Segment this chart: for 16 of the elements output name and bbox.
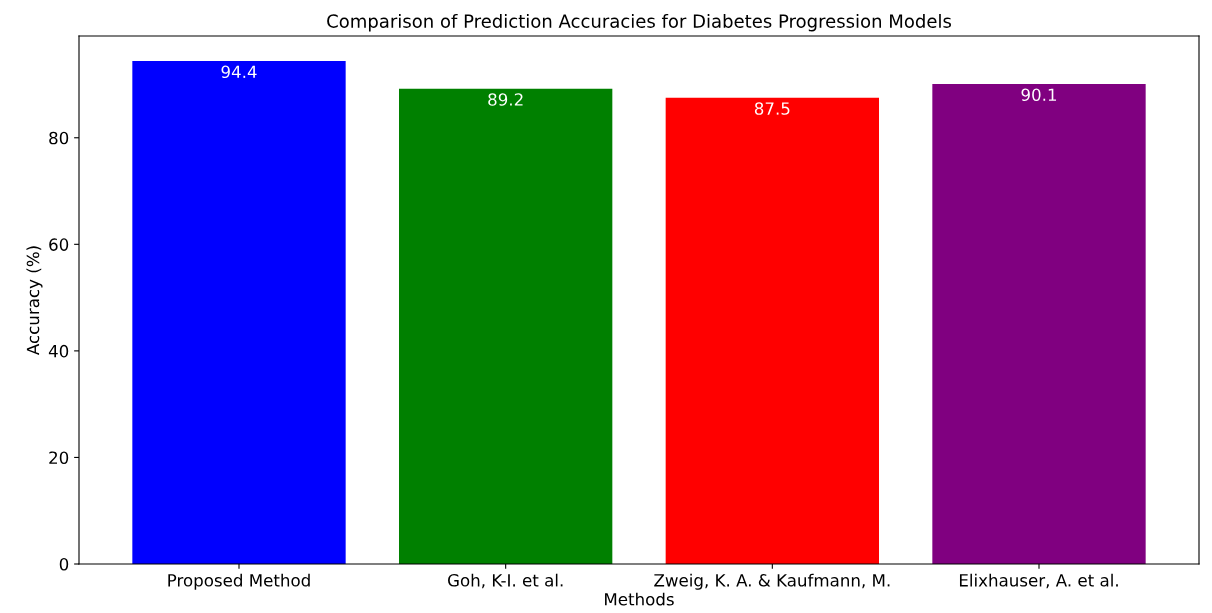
- y-axis-title: Accuracy (%): [26, 246, 43, 355]
- x-axis-title: Methods: [605, 592, 674, 606]
- data-label: 90.1: [1021, 88, 1057, 102]
- chart-title: Comparison of Prediction Accuracies for Diabetes Progression Models: [327, 13, 952, 32]
- data-label: 94.4: [221, 65, 257, 79]
- data-label: 87.5: [754, 102, 790, 115]
- y-tick-label: 60: [49, 238, 69, 251]
- y-tick-label: 20: [49, 451, 69, 465]
- x-tick-label: Elixhauser, A. et al.: [959, 573, 1118, 589]
- x-tick-label: Goh, K-I. et al.: [448, 573, 563, 589]
- y-tick-label: 40: [48, 344, 69, 358]
- y-tick-label: 80: [49, 131, 69, 145]
- y-tick-label: 0: [59, 557, 69, 571]
- data-label: 89.2: [488, 93, 523, 106]
- x-tick-label: Zweig, K. A. & Kaufmann, M.: [654, 573, 890, 590]
- x-tick-label: Proposed Method: [168, 573, 310, 590]
